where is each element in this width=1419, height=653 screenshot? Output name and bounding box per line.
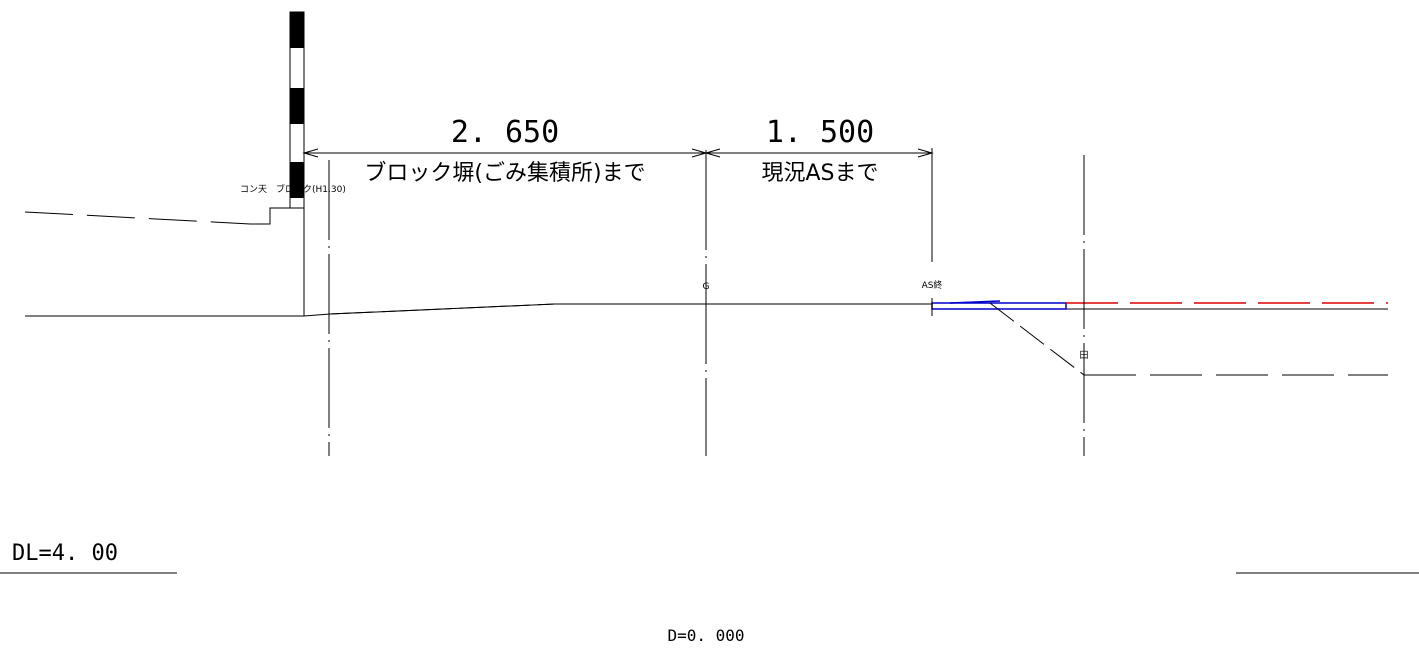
datum-label: DL=4. 00 bbox=[12, 541, 118, 566]
drain-mark: 田 bbox=[1079, 350, 1088, 361]
dimension-lines bbox=[302, 148, 934, 158]
pavement-as bbox=[931, 298, 1067, 316]
center-mark: G bbox=[703, 282, 710, 292]
wall-label: コン天 ブロック(H1.30) bbox=[240, 183, 346, 195]
right-slope bbox=[989, 302, 1388, 376]
as-end-label: AS終 bbox=[922, 279, 943, 291]
left-upper-ground bbox=[24, 207, 290, 225]
dim-value-2: 1. 500 bbox=[766, 115, 874, 150]
block-wall bbox=[289, 11, 305, 316]
dim-label-1: ブロック塀(ごみ集積所)まで bbox=[364, 161, 645, 186]
offset-label: D=0. 000 bbox=[667, 626, 744, 645]
dim-value-1: 2. 650 bbox=[451, 115, 559, 150]
dim-label-2: 現況ASまで bbox=[761, 161, 878, 186]
reference-lines bbox=[328, 148, 1085, 456]
